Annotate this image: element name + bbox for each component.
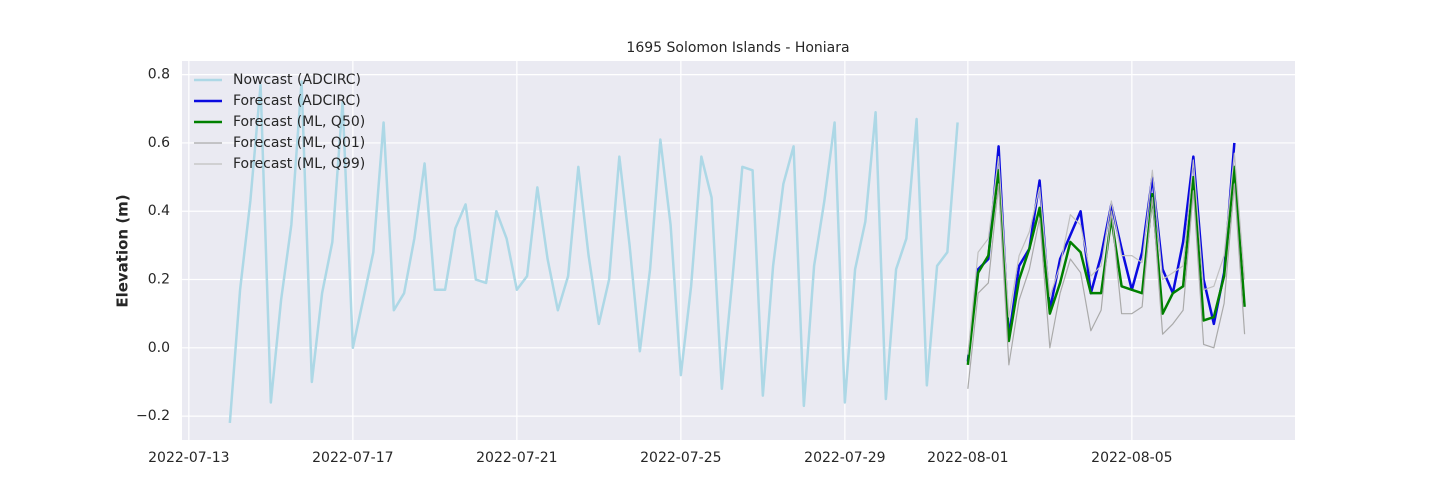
x-tick-label: 2022-07-13: [148, 450, 229, 466]
x-tick-label: 2022-07-25: [640, 450, 721, 466]
y-tick-label: 0.0: [148, 340, 170, 356]
series-line: [967, 152, 1246, 355]
y-axis-label: Elevation (m): [114, 194, 132, 307]
chart-title: 1695 Solomon Islands - Honiara: [626, 40, 849, 56]
y-tick-label: 0.4: [148, 203, 170, 219]
legend-label: Forecast (ML, Q99): [233, 156, 365, 172]
x-tick-label: 2022-07-17: [312, 450, 393, 466]
series-line: [967, 183, 1246, 389]
legend: Nowcast (ADCIRC) Forecast (ADCIRC) Forecas…: [194, 72, 365, 172]
x-tick-label: 2022-07-21: [476, 450, 557, 466]
y-tick-label: −0.2: [136, 408, 170, 424]
legend-label: Forecast (ADCIRC): [233, 93, 361, 109]
plot-area: [182, 61, 1295, 440]
series-line: [228, 80, 959, 424]
x-tick-label: 2022-07-29: [804, 450, 885, 466]
legend-label: Forecast (ML, Q01): [233, 135, 365, 151]
y-tick-label: 0.8: [148, 67, 170, 83]
y-tick-label: 0.6: [148, 135, 170, 151]
y-tick-label: 0.2: [148, 272, 170, 288]
x-tick-label: 2022-08-01: [927, 450, 1008, 466]
x-tick-label: 2022-08-05: [1091, 450, 1172, 466]
legend-label: Forecast (ML, Q50): [233, 114, 365, 130]
lines: [228, 80, 1246, 424]
legend-label: Nowcast (ADCIRC): [233, 72, 361, 88]
